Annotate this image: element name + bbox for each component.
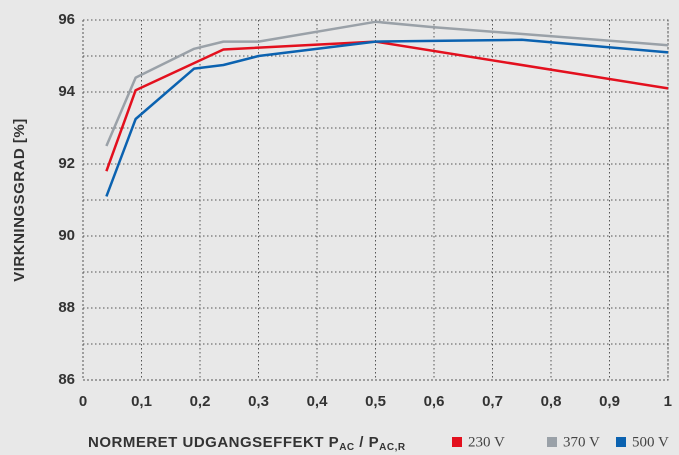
x-label-sub: AC bbox=[339, 442, 354, 453]
x-tick-label: 0,7 bbox=[482, 393, 503, 410]
x-tick-label: 0,1 bbox=[131, 393, 152, 410]
y-axis-label: VIRKNINGSGRAD [%] bbox=[11, 118, 28, 282]
x-tick-label: 0 bbox=[79, 393, 87, 410]
x-label-sub: AC,R bbox=[379, 442, 406, 453]
x-tick-label: 0,6 bbox=[424, 393, 445, 410]
x-tick-label: 0,5 bbox=[365, 393, 386, 410]
x-tick-label: 0,9 bbox=[599, 393, 620, 410]
y-tick-label: 94 bbox=[58, 83, 75, 100]
y-tick-label: 86 bbox=[58, 371, 75, 388]
legend-label: 230 V bbox=[468, 434, 505, 450]
x-axis-label: NORMERET UDGANGSEFFEKT PAC / PAC,R bbox=[88, 434, 406, 453]
y-tick-label: 96 bbox=[58, 11, 75, 28]
x-tick-label: 0,8 bbox=[541, 393, 562, 410]
y-tick-label: 90 bbox=[58, 227, 75, 244]
x-tick-label: 0,3 bbox=[248, 393, 269, 410]
legend-swatch bbox=[452, 437, 462, 447]
y-tick-label: 92 bbox=[58, 155, 75, 172]
legend-label: 500 V bbox=[632, 434, 669, 450]
line-series bbox=[105, 20, 669, 147]
x-label-part: NORMERET UDGANGSEFFEKT P bbox=[88, 434, 339, 451]
legend-swatch bbox=[547, 437, 557, 447]
x-tick-label: 1 bbox=[664, 393, 672, 410]
line-series bbox=[105, 38, 669, 197]
x-label-part: / P bbox=[355, 434, 380, 451]
x-tick-label: 0,4 bbox=[307, 393, 329, 410]
legend-label: 370 V bbox=[563, 434, 600, 450]
legend-swatch bbox=[616, 437, 626, 447]
x-tick-label: 0,2 bbox=[190, 393, 211, 410]
line-series bbox=[105, 40, 669, 172]
y-tick-label: 88 bbox=[58, 299, 75, 316]
